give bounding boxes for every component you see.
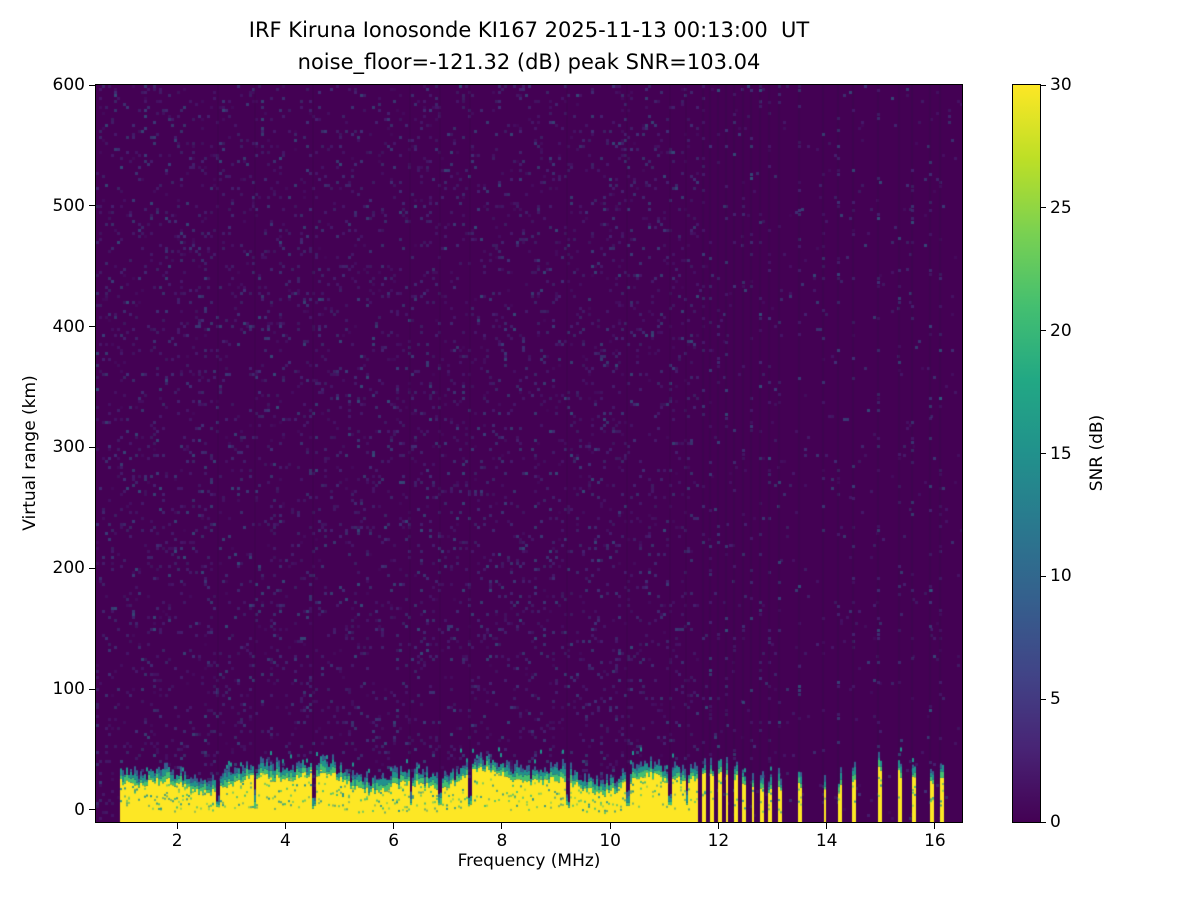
x-tick-mark xyxy=(717,823,719,829)
x-tick-mark xyxy=(284,823,286,829)
y-tick-mark xyxy=(89,326,95,328)
x-tick-mark xyxy=(501,823,503,829)
plot-area xyxy=(95,84,963,823)
colorbar-gradient xyxy=(1013,85,1040,822)
colorbar-tick-mark xyxy=(1041,821,1046,823)
y-tick-label: 600 xyxy=(52,75,85,95)
x-tick-label: 14 xyxy=(815,831,838,851)
y-tick-mark xyxy=(89,809,95,811)
x-tick-mark xyxy=(826,823,828,829)
x-tick-mark xyxy=(609,823,611,829)
x-tick-label: 6 xyxy=(388,831,400,851)
colorbar-label: SNR (dB) xyxy=(1087,414,1107,492)
x-tick-label: 16 xyxy=(924,831,946,851)
colorbar-tick-label: 20 xyxy=(1050,320,1072,341)
colorbar xyxy=(1012,84,1041,823)
y-tick-mark xyxy=(89,688,95,690)
x-tick-label: 4 xyxy=(280,831,291,851)
x-tick-label: 8 xyxy=(496,831,508,851)
y-axis-label: Virtual range (km) xyxy=(20,375,40,531)
colorbar-tick-label: 25 xyxy=(1050,197,1072,218)
colorbar-tick-label: 10 xyxy=(1050,566,1072,587)
x-tick-label: 12 xyxy=(707,831,730,851)
colorbar-tick-label: 15 xyxy=(1050,443,1072,464)
colorbar-tick-mark xyxy=(1041,84,1046,86)
y-tick-label: 100 xyxy=(52,679,85,700)
y-tick-mark xyxy=(89,567,95,569)
x-axis-label: Frequency (MHz) xyxy=(457,851,601,871)
x-tick-label: 2 xyxy=(171,831,183,851)
x-tick-mark xyxy=(934,823,936,829)
y-tick-mark xyxy=(89,84,95,86)
y-tick-mark xyxy=(89,446,95,448)
x-tick-label: 10 xyxy=(599,831,622,851)
colorbar-tick-mark xyxy=(1041,575,1046,577)
colorbar-tick-mark xyxy=(1041,698,1046,700)
colorbar-tick-mark xyxy=(1041,453,1046,454)
y-tick-label: 500 xyxy=(52,195,85,216)
y-tick-label: 200 xyxy=(52,558,85,579)
y-tick-mark xyxy=(89,205,95,207)
chart-title: IRF Kiruna Ionosonde KI167 2025-11-13 00… xyxy=(248,18,810,42)
chart-subtitle: noise_floor=-121.32 (dB) peak SNR=103.04 xyxy=(297,50,761,74)
x-tick-mark xyxy=(393,823,395,829)
y-tick-label: 0 xyxy=(74,799,85,820)
colorbar-tick-mark xyxy=(1041,330,1046,332)
colorbar-tick-mark xyxy=(1041,207,1046,209)
colorbar-tick-label: 5 xyxy=(1050,689,1061,710)
heatmap-canvas xyxy=(96,85,962,822)
y-tick-label: 300 xyxy=(52,437,85,458)
y-tick-label: 400 xyxy=(52,316,85,337)
colorbar-tick-label: 0 xyxy=(1050,812,1061,832)
x-tick-mark xyxy=(176,823,178,829)
colorbar-tick-label: 30 xyxy=(1050,75,1072,95)
